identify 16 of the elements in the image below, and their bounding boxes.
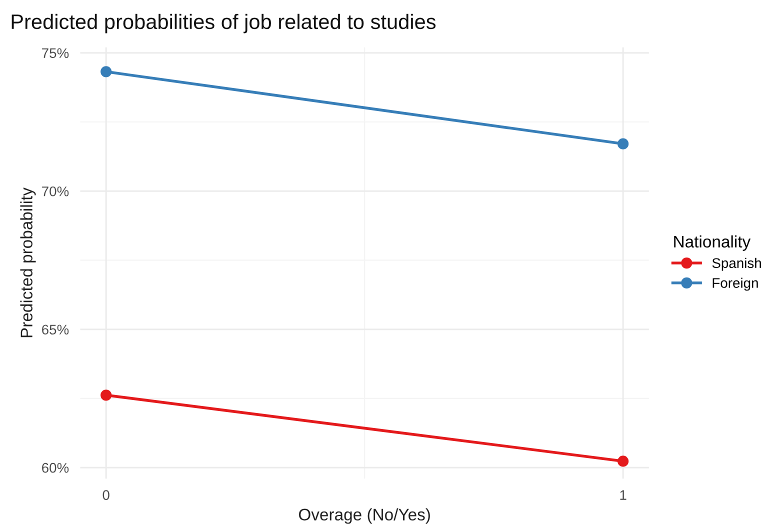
x-tick-label: 1 — [620, 490, 626, 500]
legend-title: Nationality — [674, 235, 751, 251]
y-tick-label: 70% — [42, 186, 69, 196]
point — [618, 138, 629, 150]
point — [100, 390, 112, 401]
y-tick-label: 75% — [42, 48, 69, 58]
x-tick-label: 0 — [102, 490, 110, 500]
legend-label: Spanish — [712, 258, 761, 271]
point — [100, 66, 112, 78]
legend-label: Foreign — [712, 278, 758, 291]
point — [618, 456, 629, 467]
y-axis-title: Predicted probability — [20, 188, 36, 338]
chart-title: Predicted probabilities of job related to studies — [12, 14, 436, 34]
y-tick-label: 65% — [42, 324, 69, 335]
x-axis-title: Overage (No/Yes) — [298, 508, 430, 524]
y-tick-label: 60% — [42, 462, 69, 473]
